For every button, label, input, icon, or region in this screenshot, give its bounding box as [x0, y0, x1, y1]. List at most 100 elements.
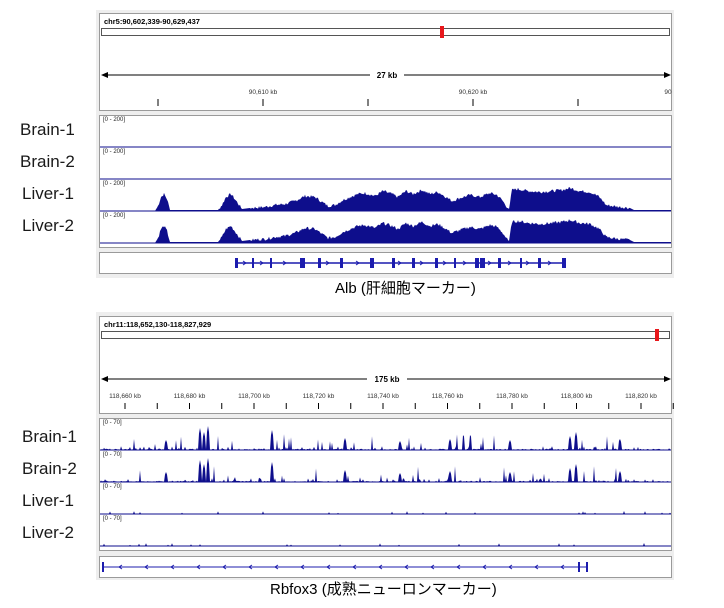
track-label-brain-1[interactable]: Brain-1: [20, 120, 75, 139]
current-region-marker: [440, 26, 444, 38]
strand-arrow: [274, 564, 279, 570]
tick-label: 90: [664, 89, 672, 96]
gene-caption-rbfox3: Rbfox3 (成熟ニューロンマーカー): [270, 581, 497, 598]
track-label-brain-1[interactable]: Brain-1: [22, 427, 77, 446]
strand-arrow: [442, 260, 447, 266]
coverage-area: [100, 186, 671, 211]
data-range: [0 - 200]: [103, 181, 126, 187]
data-range: [0 - 70]: [103, 484, 122, 490]
gene-model-rbfox3[interactable]: [100, 557, 671, 577]
exon: [252, 258, 254, 268]
exon: [586, 562, 588, 572]
strand-arrow: [534, 564, 539, 570]
data-range: [0 - 70]: [103, 516, 122, 522]
chromosome-ideogram[interactable]: [101, 28, 670, 36]
span-label: 27 kb: [377, 71, 398, 80]
strand-arrow: [487, 260, 492, 266]
track-label-liver-1[interactable]: Liver-1: [22, 184, 74, 203]
coverage-area: [100, 511, 671, 514]
strand-arrow: [404, 564, 409, 570]
tick-label: 118,820 kb: [625, 393, 657, 400]
exon: [340, 258, 343, 268]
exon: [454, 258, 456, 268]
track-label-liver-1[interactable]: Liver-1: [22, 491, 74, 510]
exon: [102, 562, 104, 572]
exon: [318, 258, 321, 268]
strand-arrow: [282, 260, 287, 266]
data-range: [0 - 200]: [103, 213, 126, 219]
strand-arrow: [397, 260, 402, 266]
exon: [475, 258, 479, 268]
coverage-area: [100, 426, 671, 450]
exon: [578, 562, 580, 572]
span-label: 175 kb: [375, 375, 400, 384]
strand-arrow: [355, 260, 360, 266]
gene-caption-alb: Alb (肝細胞マーカー): [335, 280, 476, 297]
strand-arrow: [430, 564, 435, 570]
data-range: [0 - 200]: [103, 117, 126, 123]
strand-arrow: [170, 564, 175, 570]
tick-label: 90,620 kb: [459, 89, 488, 96]
exon: [300, 258, 305, 268]
tick-label: 90,610 kb: [249, 89, 278, 96]
track-label-liver-2[interactable]: Liver-2: [22, 216, 74, 235]
strand-arrow: [325, 260, 330, 266]
strand-arrow: [419, 260, 424, 266]
strand-arrow: [196, 564, 201, 570]
exon: [392, 258, 395, 268]
locus-label[interactable]: chr11:118,652,130-118,827,929: [104, 320, 212, 329]
track-label-brain-2[interactable]: Brain-2: [22, 459, 77, 478]
tick-label: 118,680 kb: [174, 393, 206, 400]
tick-label: 118,740 kb: [367, 393, 399, 400]
strand-arrow: [118, 564, 123, 570]
exon: [370, 258, 374, 268]
exon: [480, 258, 485, 268]
tick-label: 118,720 kb: [303, 393, 335, 400]
strand-arrow: [525, 260, 530, 266]
strand-arrow: [462, 260, 467, 266]
strand-arrow: [547, 260, 552, 266]
strand-arrow: [456, 564, 461, 570]
tick-label: 118,800 kb: [561, 393, 593, 400]
coverage-area: [100, 219, 671, 243]
tick-label: 118,660 kb: [109, 393, 141, 400]
track-label-liver-2[interactable]: Liver-2: [22, 523, 74, 542]
coverage-tracks-1: [100, 146, 671, 244]
strand-arrow: [560, 564, 565, 570]
strand-arrow: [508, 564, 513, 570]
current-region-marker: [655, 329, 659, 341]
coverage-area: [100, 458, 671, 482]
strand-arrow: [482, 564, 487, 570]
exon: [520, 258, 522, 268]
data-range: [0 - 70]: [103, 420, 122, 426]
exon: [412, 258, 415, 268]
exon: [270, 258, 272, 268]
ruler-box-1: chr5:90,602,339-90,629,437 27 kb 90,610 …: [99, 13, 672, 111]
strand-arrow: [242, 260, 247, 266]
track-label-brain-2[interactable]: Brain-2: [20, 152, 75, 171]
tick-label: 118,700 kb: [238, 393, 270, 400]
tick-label: 118,760 kb: [432, 393, 464, 400]
exon: [235, 258, 238, 268]
exon: [562, 258, 566, 268]
ruler: 27 kb 90,610 kb 90,620 kb 90: [101, 69, 672, 106]
strand-arrow: [144, 564, 149, 570]
data-range: [0 - 200]: [103, 149, 126, 155]
strand-arrow: [300, 564, 305, 570]
coverage-area: [100, 543, 671, 546]
coverage-tracks-2: [100, 426, 671, 547]
chromosome-ideogram[interactable]: [101, 331, 670, 339]
gene-model-alb[interactable]: [100, 253, 671, 273]
strand-arrow: [222, 564, 227, 570]
exon: [498, 258, 501, 268]
strand-arrow: [248, 564, 253, 570]
strand-arrow: [259, 260, 264, 266]
exon: [538, 258, 541, 268]
strand-arrow: [507, 260, 512, 266]
locus-label[interactable]: chr5:90,602,339-90,629,437: [104, 17, 200, 26]
exon: [435, 258, 438, 268]
ruler-box-2: chr11:118,652,130-118,827,929 175 kb 118…: [99, 316, 674, 414]
strand-arrow: [352, 564, 357, 570]
ruler: 175 kb 118,660 kb 118,680 kb 118,700 kb 118…: [101, 373, 674, 409]
strand-arrow: [326, 564, 331, 570]
